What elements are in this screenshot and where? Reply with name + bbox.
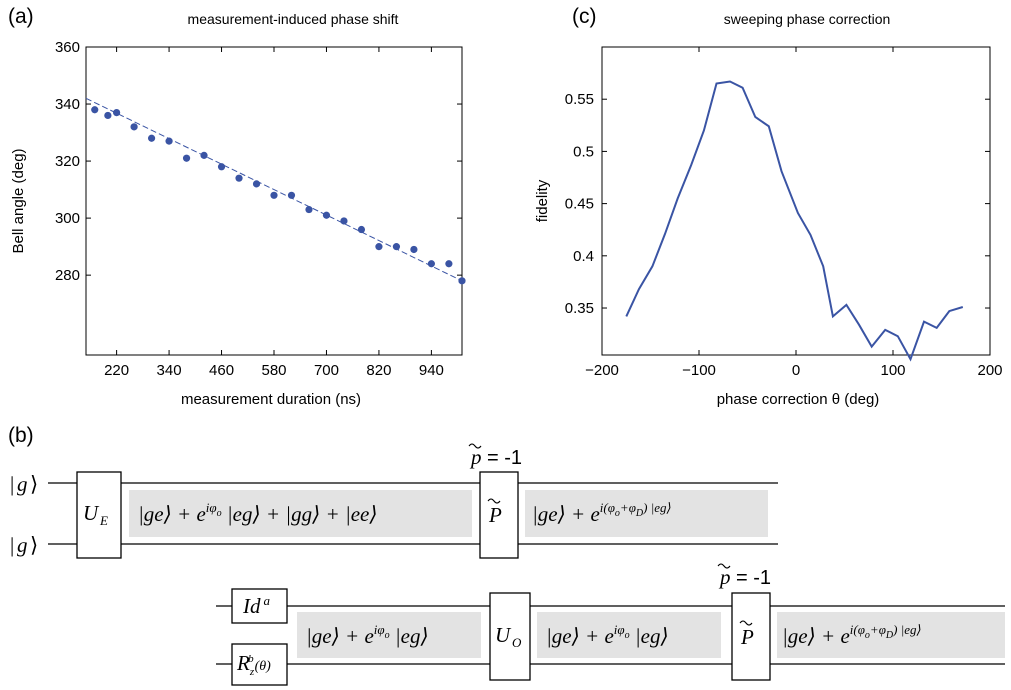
- a-data-point: [252, 180, 261, 188]
- parity-gate-bottom: P: [731, 592, 771, 681]
- a-ytick-label: 320: [55, 153, 80, 170]
- c-ytick-label: 0.55: [565, 91, 594, 108]
- a-fit-line: [85, 97, 463, 282]
- panel-c-xlabel: phase correction θ (deg): [717, 391, 880, 408]
- a-data-point: [165, 137, 173, 145]
- svg-text:U: U: [83, 501, 100, 525]
- top-input-1: | g ⟩: [10, 472, 38, 496]
- svg-text:E: E: [99, 513, 108, 528]
- a-xtick-label: 340: [157, 362, 182, 379]
- bottom-state-1: |ge⟩ + eiφo |eg⟩: [297, 612, 481, 658]
- gate-rz-b: Rzb(θ): [231, 643, 288, 686]
- c-xtick-label: −200: [585, 362, 619, 379]
- a-xtick-label: 820: [366, 362, 391, 379]
- a-xtick-label: 700: [314, 362, 339, 379]
- a-ytick-label: 300: [55, 210, 80, 227]
- svg-text:p: p: [718, 565, 731, 589]
- top-state-1: |ge⟩ + eiφo |eg⟩ + |gg⟩ + |ee⟩: [129, 490, 472, 537]
- a-data-point: [91, 106, 99, 114]
- svg-text:|ge⟩ + eiφo |eg⟩: |ge⟩ + eiφo |eg⟩: [546, 622, 669, 648]
- c-xtick-label: 100: [880, 362, 905, 379]
- panel-b-label: (b): [8, 424, 34, 447]
- svg-text:|: |: [10, 472, 14, 496]
- svg-text:P: P: [740, 625, 754, 649]
- c-xtick-label: −100: [682, 362, 716, 379]
- svg-text:|ge⟩ + ei(φo+φD) |eg⟩: |ge⟩ + ei(φo+φD) |eg⟩: [532, 500, 672, 526]
- svg-text:P: P: [488, 503, 502, 527]
- gate-uo: U O: [489, 592, 531, 681]
- a-data-point: [357, 225, 366, 234]
- a-xtick-label: 460: [209, 362, 234, 379]
- svg-text:Rzb(θ): Rzb(θ): [236, 651, 271, 678]
- svg-text:Ida: Id a: [242, 593, 271, 618]
- c-ytick-label: 0.35: [565, 300, 594, 317]
- svg-text:g: g: [17, 533, 28, 557]
- svg-text:U: U: [495, 623, 512, 647]
- a-xtick-label: 580: [261, 362, 286, 379]
- c-ytick-label: 0.4: [573, 248, 594, 265]
- panel-a-axes-box: [85, 46, 463, 356]
- panel-a-plot: 220 340 460 580 700 820 940 280 300 320 340 360: [55, 39, 466, 379]
- a-data-point: [445, 260, 453, 268]
- a-data-point: [217, 163, 226, 171]
- a-xtick-label: 220: [104, 362, 129, 379]
- a-ytick-label: 360: [55, 39, 80, 56]
- svg-text:|ge⟩ + eiφo |eg⟩ + |gg⟩ + |ee⟩: |ge⟩ + eiφo |eg⟩ + |gg⟩ + |ee⟩: [138, 500, 378, 526]
- a-data-point: [410, 245, 418, 254]
- panel-c-label: (c): [572, 5, 597, 28]
- a-data-point: [200, 151, 208, 159]
- svg-text:|: |: [10, 533, 14, 557]
- top-input-2: | g ⟩: [10, 533, 38, 557]
- a-data-point: [113, 108, 121, 117]
- a-ytick-label: 340: [55, 96, 80, 113]
- svg-text:g: g: [17, 472, 28, 496]
- svg-text:O: O: [512, 635, 522, 650]
- a-ytick-label: 280: [55, 267, 80, 284]
- gate-ue: U E: [76, 471, 122, 559]
- panel-c-ylabel: fidelity: [534, 179, 551, 222]
- svg-text:⟩: ⟩: [30, 533, 38, 557]
- a-data-point: [340, 217, 348, 225]
- panel-a-label: (a): [8, 5, 34, 28]
- a-data-point: [130, 123, 138, 131]
- svg-text:= -1: = -1: [487, 447, 522, 469]
- svg-text:|ge⟩ + ei(φo+φD) |eg⟩: |ge⟩ + ei(φo+φD) |eg⟩: [782, 622, 922, 648]
- svg-text:= -1: = -1: [736, 567, 771, 589]
- svg-text:⟩: ⟩: [30, 472, 38, 496]
- c-xtick-label: 200: [977, 362, 1002, 379]
- a-data-point: [375, 243, 383, 251]
- gate-id-a: Id a: [231, 588, 288, 624]
- panel-a-xlabel: measurement duration (ns): [181, 391, 361, 408]
- panel-c-axes-box: [601, 46, 991, 356]
- svg-text:p: p: [469, 445, 482, 469]
- svg-text:|ge⟩ + eiφo |eg⟩: |ge⟩ + eiφo |eg⟩: [306, 622, 429, 648]
- a-data-point: [270, 191, 278, 199]
- c-ytick-label: 0.45: [565, 196, 594, 213]
- bottom-state-2: |ge⟩ + eiφo |eg⟩: [537, 612, 721, 658]
- panel-a-title: measurement-induced phase shift: [188, 11, 399, 27]
- a-data-point: [235, 174, 243, 182]
- a-data-point: [322, 211, 331, 219]
- a-data-point: [287, 191, 296, 199]
- parity-value-bottom: p = -1: [717, 563, 771, 589]
- c-ytick-label: 0.5: [573, 143, 594, 160]
- a-data-point: [392, 243, 401, 251]
- a-data-point: [147, 134, 156, 142]
- panel-c-plot: −200 −100 0 100 200 0.35 0.4 0.45 0.5 0.55: [565, 46, 1003, 379]
- c-xtick-label: 0: [792, 362, 800, 379]
- a-data-point: [104, 111, 112, 120]
- c-fidelity-line: [625, 80, 964, 362]
- a-data-point: [427, 260, 435, 268]
- top-state-2: |ge⟩ + ei(φo+φD) |eg⟩: [525, 490, 768, 537]
- panel-a-ylabel: Bell angle (deg): [10, 148, 27, 253]
- parity-value-top: p = -1: [468, 443, 522, 469]
- a-data-point: [182, 154, 191, 162]
- a-data-point: [305, 205, 313, 214]
- bottom-state-3: |ge⟩ + ei(φo+φD) |eg⟩: [777, 612, 1005, 658]
- a-data-point: [458, 277, 466, 285]
- panel-c-title: sweeping phase correction: [724, 11, 891, 27]
- a-xtick-label: 940: [419, 362, 444, 379]
- parity-gate-top: P: [479, 471, 519, 559]
